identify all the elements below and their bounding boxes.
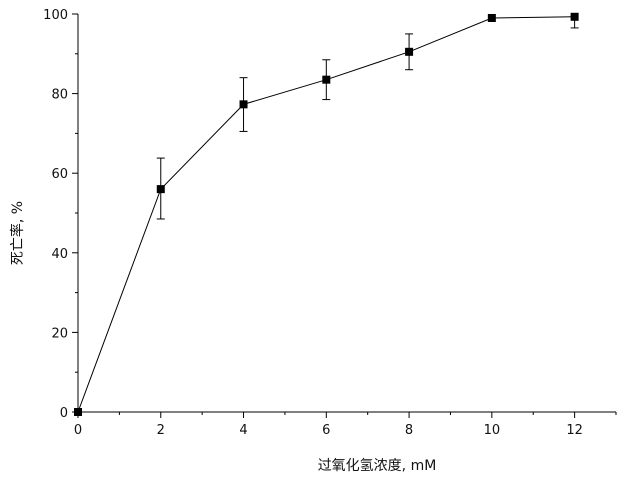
data-point	[240, 100, 248, 108]
x-tick-label: 6	[322, 423, 330, 438]
x-tick-label: 10	[484, 423, 501, 438]
y-ticks: 0 20 40 60 80 100	[43, 8, 78, 421]
x-tick-label: 0	[74, 423, 82, 438]
y-tick-label: 0	[60, 406, 68, 421]
y-tick-label: 60	[51, 167, 68, 182]
x-tick-label: 8	[405, 423, 413, 438]
data-point	[322, 76, 330, 84]
y-tick-label: 20	[51, 326, 68, 341]
x-tick-label: 2	[157, 423, 165, 438]
x-ticks: 0 2 4 6 8 10 12	[74, 412, 616, 438]
plot-area	[74, 13, 579, 416]
x-tick-label: 4	[239, 423, 247, 438]
data-point	[157, 185, 165, 193]
axes: 0 2 4 6 8 10 12 0 20 40 60 80 100	[43, 8, 616, 438]
x-axis-title: 过氧化氢浓度, mM	[318, 458, 437, 474]
data-point	[405, 48, 413, 56]
data-point	[488, 14, 496, 22]
y-tick-label: 40	[51, 247, 68, 262]
y-tick-label: 100	[43, 8, 68, 23]
y-axis-title: 死亡率, %	[9, 201, 26, 265]
y-tick-label: 80	[51, 88, 68, 103]
data-point	[571, 13, 579, 21]
data-point	[74, 408, 82, 416]
x-tick-label: 12	[566, 423, 583, 438]
